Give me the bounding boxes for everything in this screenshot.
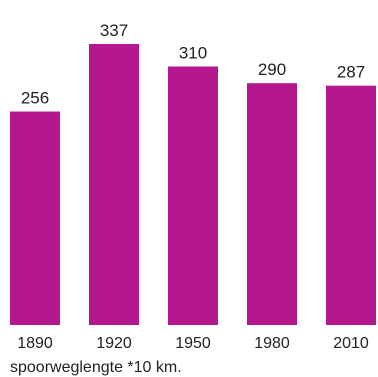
bar-2010 — [326, 85, 376, 325]
value-label-2010: 287 — [337, 63, 365, 82]
bar-1920 — [89, 44, 139, 325]
value-label-1890: 256 — [21, 89, 49, 108]
x-tick-label-1890: 1890 — [17, 335, 53, 352]
x-tick-label-1920: 1920 — [96, 335, 132, 352]
bar-1950 — [168, 66, 218, 325]
x-axis-label: spoorweglengte *10 km. — [10, 359, 182, 376]
bars-group — [10, 44, 376, 325]
value-label-1950: 310 — [179, 44, 207, 63]
x-tick-label-2010: 2010 — [333, 335, 369, 352]
value-labels-group: 256 337 310 290 287 — [21, 21, 365, 108]
x-tick-label-1950: 1950 — [175, 335, 211, 352]
bar-1980 — [247, 83, 297, 325]
value-label-1980: 290 — [258, 60, 286, 79]
value-label-1920: 337 — [100, 21, 128, 40]
x-tick-label-1980: 1980 — [254, 335, 290, 352]
bar-1890 — [10, 111, 60, 325]
x-tick-labels-group: 1890 1920 1950 1980 2010 — [17, 335, 369, 352]
